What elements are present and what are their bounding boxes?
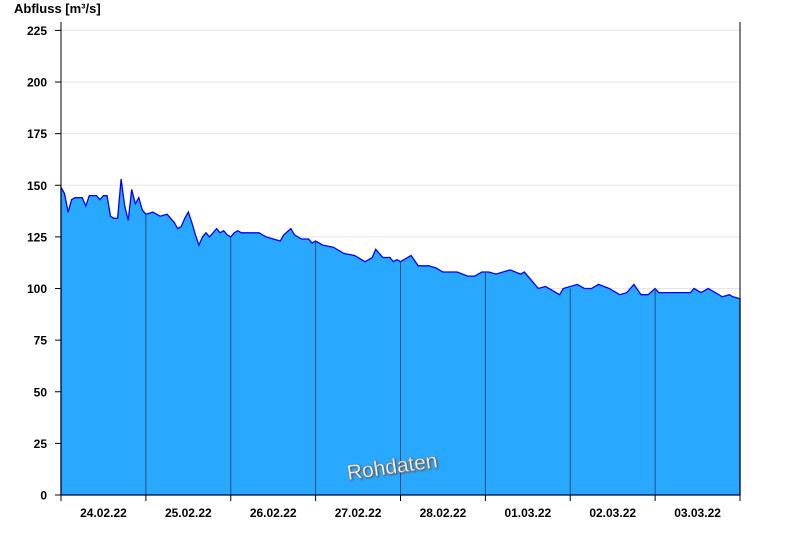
y-tick-label: 200 — [27, 76, 47, 90]
x-tick-label: 26.02.22 — [250, 506, 297, 520]
y-tick-label: 100 — [27, 282, 47, 296]
day-separators — [145, 214, 656, 495]
y-tick-label: 225 — [27, 24, 47, 38]
y-tick-labels: 0 25 50 75 100 125 150 175 200 225 — [27, 24, 61, 503]
x-tick-label: 03.03.22 — [674, 506, 721, 520]
y-tick-label: 75 — [34, 334, 48, 348]
y-axis-label: Abfluss [m³/s] — [14, 1, 101, 16]
x-tick-label: 02.03.22 — [589, 506, 636, 520]
x-tick-labels: 24.02.22 25.02.22 26.02.22 27.02.22 28.02.22… — [60, 495, 721, 520]
axes — [55, 22, 741, 501]
x-tick-label: 24.02.22 — [80, 506, 127, 520]
y-tick-label: 0 — [40, 489, 47, 503]
y-tick-label: 175 — [27, 127, 47, 141]
x-tick-label: 01.03.22 — [504, 506, 551, 520]
y-tick-label: 125 — [27, 230, 47, 244]
x-tick-label: 27.02.22 — [335, 506, 382, 520]
y-tick-label: 25 — [34, 437, 48, 451]
y-tick-label: 50 — [34, 385, 48, 399]
x-tick-label: 25.02.22 — [165, 506, 212, 520]
y-tick-label: 150 — [27, 179, 47, 193]
x-tick-label: 28.02.22 — [420, 506, 467, 520]
